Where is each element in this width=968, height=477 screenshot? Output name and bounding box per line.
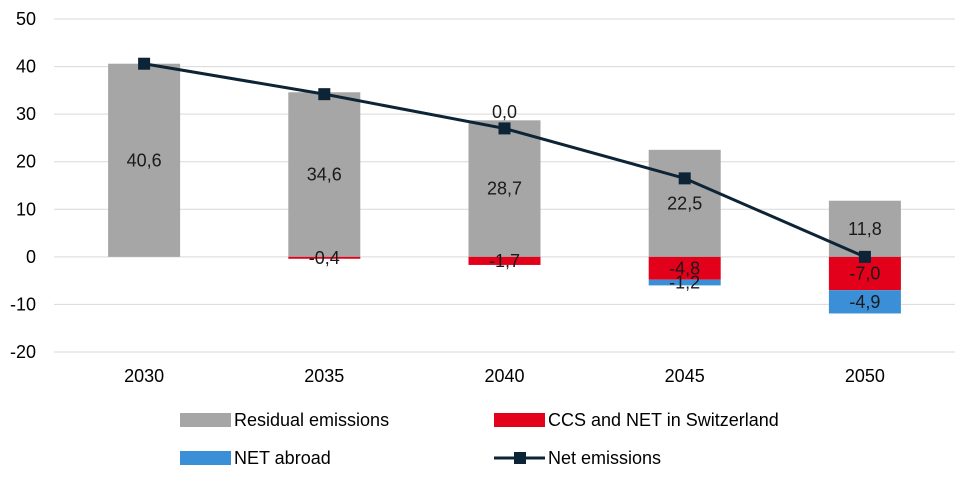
- bar-2040-series-1: [468, 256, 541, 265]
- bar-2035-series-0: [288, 92, 361, 257]
- bar-2050-series-2: [828, 290, 901, 314]
- bar-2045-series-1: [648, 256, 721, 280]
- net-emissions-line: [138, 57, 871, 263]
- legend-swatch: [494, 413, 545, 427]
- y-tick-label: 40: [16, 57, 36, 77]
- y-tick-label: 10: [16, 199, 36, 219]
- y-axis-ticks: 50 40 30 20 10 0 -10 -20: [10, 9, 36, 362]
- x-axis-ticks: 2030 2035 2040 2045 2050: [124, 366, 885, 386]
- y-tick-label: -20: [10, 342, 36, 362]
- x-tick-label: 2045: [665, 366, 705, 386]
- data-label: -4,9: [849, 292, 880, 312]
- legend-label: CCS and NET in Switzerland: [548, 410, 779, 430]
- legend-swatch: [180, 413, 231, 427]
- legend-label: Net emissions: [548, 448, 661, 468]
- data-label: -4,8: [669, 258, 700, 278]
- x-tick-label: 2030: [124, 366, 164, 386]
- net-emissions-marker: [858, 250, 871, 263]
- y-tick-label: 0: [26, 247, 36, 267]
- net-emissions-marker: [678, 172, 691, 185]
- bar-2035-series-1: [288, 256, 361, 259]
- net-emissions-marker: [318, 88, 331, 101]
- x-tick-label: 2040: [484, 366, 524, 386]
- bars: [108, 63, 901, 314]
- legend-marker: [514, 452, 526, 464]
- bar-2030-series-0: [108, 63, 181, 257]
- legend-swatch: [180, 451, 231, 465]
- data-label: -1,7: [489, 251, 520, 271]
- legend-label: Residual emissions: [234, 410, 389, 430]
- y-tick-label: 50: [16, 9, 36, 29]
- y-tick-label: 30: [16, 104, 36, 124]
- data-label: 34,6: [307, 165, 342, 185]
- y-tick-label: -10: [10, 294, 36, 314]
- bar-2045-series-0: [648, 149, 721, 257]
- data-label: 40,6: [127, 150, 162, 170]
- data-labels: 40,6 34,6 -0,4 28,7 -1,7 22,5 -4,8-1,2 11,8 -7,0…: [127, 102, 882, 312]
- legend-label: NET abroad: [234, 448, 331, 468]
- data-label: 28,7: [487, 179, 522, 199]
- data-label: -1,2: [669, 273, 700, 293]
- x-tick-label: 2035: [304, 366, 344, 386]
- y-tick-label: 20: [16, 152, 36, 172]
- bar-2045-series-2: [648, 279, 721, 286]
- x-tick-label: 2050: [845, 366, 885, 386]
- data-label: -0,4: [309, 248, 340, 268]
- data-label: 11,8: [848, 219, 882, 239]
- data-label: -7,0: [849, 264, 880, 284]
- net-emissions-marker: [138, 57, 151, 70]
- legend: Residual emissions CCS and NET in Switzer…: [180, 410, 779, 468]
- bar-2040-series-0: [468, 120, 541, 257]
- data-label: 22,5: [667, 193, 702, 213]
- net-emissions-marker: [498, 122, 511, 135]
- annotation-label: 0,0: [492, 102, 517, 122]
